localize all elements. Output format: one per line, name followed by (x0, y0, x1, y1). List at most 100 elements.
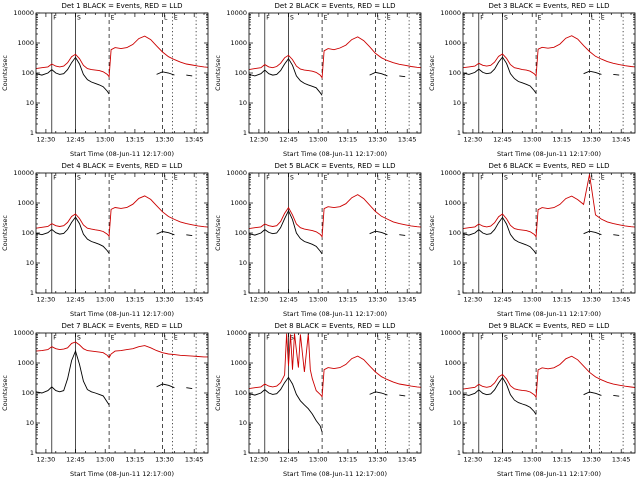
flag-letter: E (324, 175, 328, 182)
flag-letter: F (53, 175, 57, 182)
panel-det-2: F S E L E 12:30 12:45 13:00 13:15 13:30 13:45 1 10 10… (213, 0, 426, 160)
y-tick-label: 100 (235, 229, 247, 237)
y-tick-label: 1 (243, 129, 247, 137)
x-tick-label: 12:45 (493, 296, 512, 304)
panel-det-3: F S E L E 12:30 12:45 13:00 13:15 13:30 13:45 1 10 10… (427, 0, 640, 160)
x-axis-label: Start Time (08-Jun-11 12:17:00) (283, 470, 387, 478)
x-tick-label: 13:45 (611, 296, 630, 304)
x-tick-label: 13:00 (96, 456, 115, 464)
x-tick-label: 13:45 (611, 136, 630, 144)
x-tick-label: 13:30 (582, 456, 601, 464)
flag-letter: L (377, 175, 381, 182)
panel-title: Det 2 BLACK = Events, RED = LLD (275, 2, 396, 10)
y-axis-label: Counts/sec (214, 375, 222, 411)
y-tick-label: 100 (235, 389, 247, 397)
flag-letter: L (377, 335, 381, 342)
chart-det-3: F S E L E12:30 12:45 13:00 13:15 13:30 13:4511010… (428, 2, 636, 158)
flag-letter: E (174, 15, 178, 22)
y-axis-label: Counts/sec (214, 55, 222, 91)
x-tick-label: 12:45 (279, 136, 298, 144)
panel-title: Det 8 BLACK = Events, RED = LLD (275, 322, 396, 330)
x-tick-label: 12:45 (493, 456, 512, 464)
x-axis-label: Start Time (08-Jun-11 12:17:00) (497, 470, 601, 478)
x-tick-label: 13:45 (185, 456, 204, 464)
axis-ticks (462, 172, 635, 294)
flag-letter: E (324, 15, 328, 22)
plot-frame (248, 12, 422, 134)
y-tick-label: 1000 (444, 39, 461, 47)
panel-title: Det 1 BLACK = Events, RED = LLD (62, 2, 183, 10)
y-tick-label: 1000 (17, 39, 34, 47)
panel-det-4: F S E L E 12:30 12:45 13:00 13:15 13:30 13:45 1 10 10… (0, 160, 213, 320)
panel-title: Det 7 BLACK = Events, RED = LLD (62, 322, 183, 330)
y-tick-label: 100 (22, 389, 34, 397)
flag-letter: L (377, 15, 381, 22)
y-tick-label: 100 (448, 69, 460, 77)
x-tick-label: 13:30 (582, 136, 601, 144)
y-tick-label: 10 (239, 419, 247, 427)
flag-letter: L (164, 15, 168, 22)
x-tick-label: 12:45 (279, 296, 298, 304)
plot-frame (35, 172, 209, 294)
panel-title: Det 4 BLACK = Events, RED = LLD (62, 162, 183, 170)
x-tick-label: 13:30 (368, 296, 387, 304)
series-events (36, 56, 193, 95)
panel-det-7: F S E L E 12:30 12:45 13:00 13:15 13:30 13:45 1 10 10… (0, 320, 213, 480)
y-tick-label: 10 (26, 259, 34, 267)
x-tick-label: 12:30 (37, 456, 56, 464)
y-tick-label: 1000 (231, 359, 248, 367)
y-tick-label: 10000 (13, 9, 34, 17)
x-tick-label: 13:30 (155, 296, 174, 304)
series-lld (462, 355, 635, 399)
series-lld (462, 174, 635, 238)
flag-letter: F (267, 175, 271, 182)
flag-letter: F (267, 15, 271, 22)
flag-letter: E (601, 15, 605, 22)
flag-letter: E (174, 335, 178, 342)
flag-letter: E (387, 335, 391, 342)
y-tick-label: 1000 (231, 39, 248, 47)
y-tick-label: 1 (243, 449, 247, 457)
event-lines (478, 333, 624, 453)
flag-letter: F (480, 335, 484, 342)
series-events (462, 56, 619, 94)
y-tick-label: 10 (239, 259, 247, 267)
series-lld (36, 341, 208, 359)
axis-ticks (462, 12, 635, 134)
panel-det-9: F S E L E 12:30 12:45 13:00 13:15 13:30 13:45 1 10 10… (427, 320, 640, 480)
x-tick-label: 12:45 (493, 136, 512, 144)
y-tick-label: 1000 (444, 359, 461, 367)
event-lines (51, 173, 197, 293)
panel-det-6: F S E L E 12:30 12:45 13:00 13:15 13:30 13:45 1 10 10… (427, 160, 640, 320)
axis-ticks (248, 332, 422, 454)
x-axis-label: Start Time (08-Jun-11 12:17:00) (70, 470, 174, 478)
flag-letter: E (174, 175, 178, 182)
y-tick-label: 10 (452, 419, 460, 427)
flag-letter: S (290, 175, 294, 182)
x-tick-label: 13:45 (185, 296, 204, 304)
chart-det-6: F S E L E12:30 12:45 13:00 13:15 13:30 13:4511010… (428, 162, 636, 318)
x-tick-label: 12:45 (279, 456, 298, 464)
x-tick-label: 12:45 (66, 136, 85, 144)
y-tick-label: 1 (243, 289, 247, 297)
y-axis-label: Counts/sec (214, 215, 222, 251)
flag-letter: S (290, 335, 294, 342)
flag-letter: E (537, 335, 541, 342)
panel-det-8: F S E L E 12:30 12:45 13:00 13:15 13:30 13:45 1 10 10… (213, 320, 426, 480)
x-tick-label: 13:15 (552, 456, 571, 464)
panel-det-1: F S E L E 12:30 12:45 13:00 13:15 13:30 13:45 1 10 10… (0, 0, 213, 160)
series-lld (249, 333, 422, 398)
x-tick-label: 13:15 (339, 136, 358, 144)
flag-letter: F (480, 15, 484, 22)
flag-letter: E (601, 335, 605, 342)
event-lines (51, 333, 197, 453)
y-tick-label: 1 (457, 289, 461, 297)
x-axis-label: Start Time (08-Jun-11 12:17:00) (70, 150, 174, 158)
plot-frame (35, 12, 209, 134)
y-tick-label: 1000 (17, 199, 34, 207)
x-tick-label: 12:45 (66, 296, 85, 304)
series-events (462, 376, 619, 415)
flag-letter: L (591, 175, 595, 182)
flag-letter: F (53, 15, 57, 22)
